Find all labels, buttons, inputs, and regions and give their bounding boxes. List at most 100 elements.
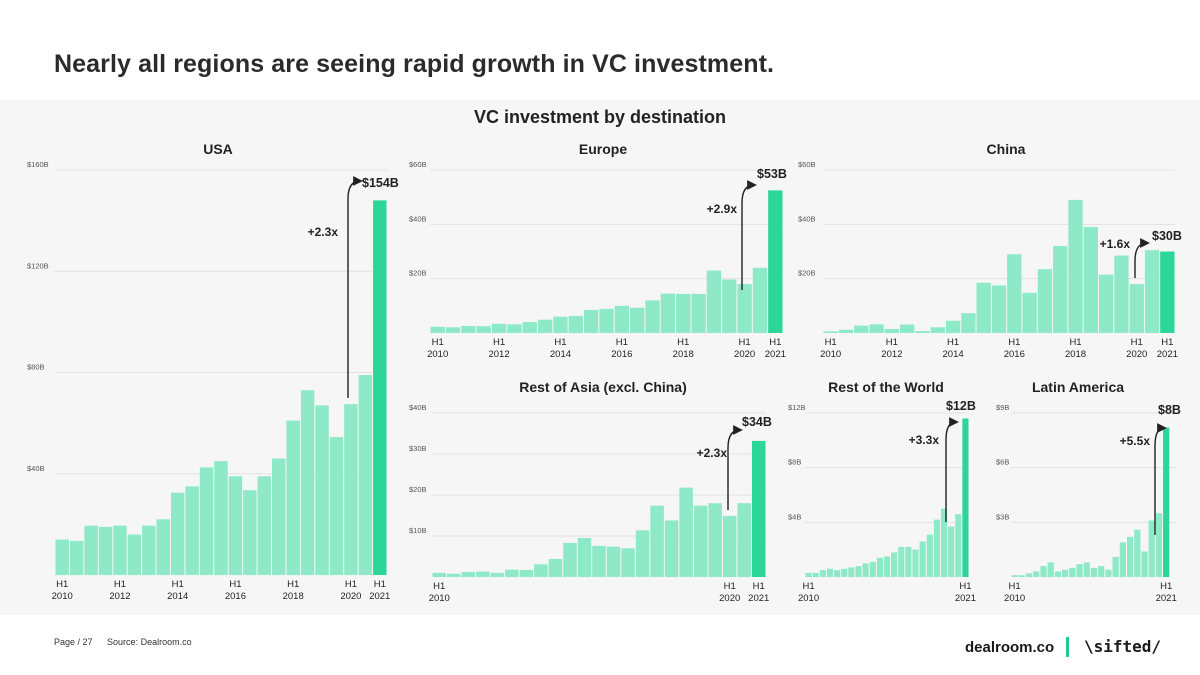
x-tick-label: H1 bbox=[374, 579, 386, 590]
x-tick-label: H1 bbox=[493, 337, 505, 348]
y-tick-label: $4B bbox=[788, 512, 801, 521]
bar bbox=[708, 503, 722, 577]
bar bbox=[1062, 569, 1069, 577]
final-value-label: $30B bbox=[1152, 229, 1182, 243]
final-value-label: $34B bbox=[742, 415, 772, 429]
y-tick-label: $60B bbox=[798, 160, 816, 169]
bar bbox=[592, 545, 606, 577]
x-tick-label: 2010 bbox=[52, 591, 73, 602]
bar bbox=[912, 549, 919, 577]
bar bbox=[691, 293, 706, 333]
x-tick-label: H1 bbox=[1131, 337, 1143, 348]
bar bbox=[519, 570, 534, 577]
x-tick-label: 2014 bbox=[167, 591, 188, 602]
bar bbox=[461, 572, 476, 577]
bar bbox=[1155, 513, 1163, 577]
y-tick-label: $120B bbox=[27, 261, 49, 270]
x-tick-label: 2020 bbox=[1126, 349, 1147, 360]
growth-arrow bbox=[727, 425, 743, 510]
chart-subtitle: VC investment by destination bbox=[473, 107, 727, 127]
bar bbox=[848, 567, 855, 577]
bar bbox=[1037, 269, 1053, 333]
bar bbox=[113, 525, 127, 575]
bar bbox=[272, 458, 286, 575]
x-tick-label: 2018 bbox=[1065, 349, 1086, 360]
chart-title: Latin America bbox=[1032, 379, 1124, 395]
bar bbox=[737, 284, 752, 333]
y-tick-label: $6B bbox=[996, 458, 1009, 467]
bar bbox=[948, 526, 955, 577]
bar bbox=[660, 293, 676, 333]
y-tick-label: $20B bbox=[798, 269, 816, 278]
brand-divider bbox=[1066, 637, 1069, 657]
bar bbox=[257, 476, 272, 575]
bar bbox=[1114, 255, 1129, 333]
x-tick-label: H1 bbox=[345, 579, 357, 590]
bar bbox=[358, 375, 373, 575]
y-tick-label: $9B bbox=[996, 403, 1009, 412]
x-tick-label: 2020 bbox=[734, 349, 755, 360]
x-tick-label: 2010 bbox=[1004, 593, 1025, 604]
bar bbox=[55, 539, 69, 575]
bar bbox=[841, 568, 848, 577]
footer: Page / 27 Source: Dealroom.co bbox=[54, 637, 204, 647]
bar bbox=[286, 420, 300, 575]
x-tick-label: 2020 bbox=[719, 593, 740, 604]
x-tick-label: H1 bbox=[724, 581, 736, 592]
bar bbox=[1011, 575, 1018, 577]
bar bbox=[1025, 573, 1033, 577]
chart-china: China$60B$40B$20BH12010H12012H12014H1201… bbox=[798, 141, 1182, 360]
x-tick-label: 2012 bbox=[488, 349, 509, 360]
chart-title: Europe bbox=[579, 141, 627, 157]
bar bbox=[819, 570, 826, 577]
page-number: Page / 27 bbox=[54, 637, 93, 647]
bar bbox=[1033, 571, 1040, 577]
growth-arrow bbox=[1154, 423, 1167, 535]
bar bbox=[606, 546, 621, 577]
growth-arrow bbox=[347, 176, 363, 398]
x-tick-label: H1 bbox=[959, 581, 971, 592]
x-tick-label: 2021 bbox=[955, 593, 976, 604]
bar bbox=[185, 486, 199, 575]
bar bbox=[1148, 520, 1155, 577]
x-tick-label: H1 bbox=[433, 581, 445, 592]
bar bbox=[537, 319, 553, 333]
bar bbox=[915, 331, 930, 333]
bar bbox=[1144, 250, 1160, 333]
bar bbox=[869, 324, 884, 333]
bar bbox=[447, 573, 461, 577]
x-tick-label: 2010 bbox=[429, 593, 450, 604]
x-tick-label: 2021 bbox=[369, 591, 390, 602]
chart-usa: USA$160B$120B$80B$40BH12010H12012H12014H… bbox=[27, 141, 399, 602]
bar bbox=[553, 316, 568, 333]
bar bbox=[1126, 536, 1134, 577]
final-value-label: $154B bbox=[362, 176, 399, 190]
x-tick-label: H1 bbox=[802, 581, 814, 592]
y-tick-label: $80B bbox=[27, 363, 45, 372]
y-tick-label: $20B bbox=[409, 485, 427, 494]
x-tick-label: H1 bbox=[769, 337, 781, 348]
x-tick-label: H1 bbox=[114, 579, 126, 590]
bar bbox=[563, 542, 577, 577]
bar bbox=[1007, 254, 1022, 333]
bar bbox=[679, 487, 693, 577]
bar bbox=[961, 313, 976, 333]
bar bbox=[862, 563, 869, 577]
x-tick-label: H1 bbox=[1160, 581, 1172, 592]
chart-title: China bbox=[987, 141, 1026, 157]
growth-arrow bbox=[741, 180, 757, 290]
bar bbox=[507, 324, 522, 333]
x-tick-label: H1 bbox=[739, 337, 751, 348]
bar bbox=[876, 557, 883, 577]
growth-label: +3.3x bbox=[909, 433, 940, 447]
bar bbox=[751, 440, 766, 577]
bar bbox=[98, 526, 113, 575]
x-tick-label: 2021 bbox=[1156, 593, 1177, 604]
bar bbox=[461, 325, 476, 333]
x-tick-label: 2016 bbox=[225, 591, 246, 602]
x-tick-label: 2012 bbox=[881, 349, 902, 360]
bar bbox=[854, 325, 869, 333]
bar bbox=[1068, 199, 1083, 333]
bar bbox=[142, 525, 156, 575]
y-tick-label: $40B bbox=[409, 403, 427, 412]
